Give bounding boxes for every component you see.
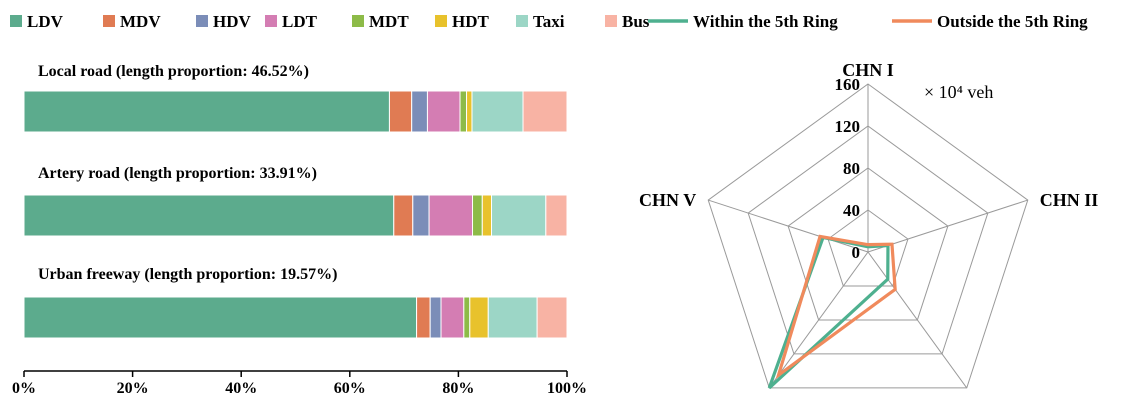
radar-axis-label-4: CHN V: [639, 190, 696, 210]
radar-spoke-1: [867, 199, 1028, 253]
radar-series-lines: [767, 234, 897, 390]
radar-axis-label-0: CHN I: [842, 60, 894, 80]
legend-label-bus: Bus: [622, 12, 650, 31]
radar-series-0: [767, 235, 890, 390]
radar-spoke-3: [768, 251, 869, 389]
bar-segment-2-hdt: [469, 296, 489, 339]
legend-label-taxi: Taxi: [533, 12, 565, 31]
radar-grid: [707, 83, 1029, 389]
bar-segment-0-hdt: [466, 90, 473, 133]
legend-swatch-mdv: [103, 15, 115, 27]
radar-grid-ring-1: [827, 209, 909, 287]
radar-unit-label: × 10⁴ veh: [924, 82, 993, 102]
bar-segment-1-ldv: [23, 194, 395, 237]
radar-series-1: [775, 234, 897, 380]
bar-x-axis: 0% 20% 40% 60% 80% 100%: [12, 370, 587, 397]
radar-r-tick-0: 0: [852, 243, 861, 262]
bar-segment-2-taxi: [487, 296, 538, 339]
bar-segment-1-hdt: [481, 194, 493, 237]
bar-segment-1-hdv: [412, 194, 430, 237]
bar-x-tick-label-2: 40%: [225, 380, 257, 397]
legend-swatch-mdt: [352, 15, 364, 27]
bar-segment-1-mdt: [472, 194, 483, 237]
radar-axis-label-1: CHN II: [1040, 190, 1099, 210]
bar-segment-0-hdv: [411, 90, 428, 133]
bar-segment-0-mdv: [388, 90, 413, 133]
legend-label-mdv: MDV: [120, 12, 161, 31]
radar-axis-label-2: CHN III: [971, 394, 1037, 398]
radar-legend-label-1: Outside the 5th Ring: [937, 12, 1088, 31]
legend-swatch-taxi: [516, 15, 528, 27]
bar-segment-0-ldt: [426, 90, 461, 133]
radar-spoke-4: [708, 199, 869, 253]
radar-radial-ticks: 0 40 80 120 160: [835, 75, 861, 262]
bar-x-tick-label-0: 0%: [12, 380, 36, 397]
legend-label-hdt: HDT: [452, 12, 490, 31]
bar-segment-1-mdv: [393, 194, 414, 237]
legend-swatch-ldt: [265, 15, 277, 27]
bar-segment-2-ldt: [440, 296, 465, 339]
radar-r-tick-1: 40: [843, 201, 860, 220]
bar-segment-0-bus: [522, 90, 568, 133]
radar-legend-label-0: Within the 5th Ring: [693, 12, 838, 31]
bar-segment-2-mdv: [416, 296, 431, 339]
radar-axis-labels: CHN I CHN II CHN III CHN IV CHN V: [639, 60, 1098, 398]
radar-grid-ring-3: [747, 125, 989, 355]
radar-legend: Within the 5th Ring Outside the 5th Ring: [648, 12, 1088, 31]
bar-title-2: Urban freeway (length proportion: 19.57%…: [38, 266, 337, 283]
radar-r-tick-3: 120: [835, 117, 861, 136]
legend-label-ldv: LDV: [27, 12, 64, 31]
legend-label-mdt: MDT: [369, 12, 409, 31]
bar-segment-2-bus: [536, 296, 568, 339]
radar-axis-label-3: CHN IV: [701, 394, 766, 398]
bar-category-titles: Local road (length proportion: 46.52%) Ar…: [38, 63, 337, 283]
bar-segment-2-mdt: [463, 296, 471, 339]
bar-legend: LDV MDV HDV LDT MDT HDT Taxi Bus: [10, 12, 650, 31]
bar-x-tick-label-3: 60%: [334, 380, 366, 397]
legend-swatch-hdt: [435, 15, 447, 27]
bar-segment-0-ldv: [23, 90, 390, 133]
legend-swatch-bus: [605, 15, 617, 27]
legend-label-hdv: HDV: [213, 12, 252, 31]
bar-title-0: Local road (length proportion: 46.52%): [38, 63, 309, 80]
bar-segment-2-hdv: [429, 296, 442, 339]
bar-x-tick-label-5: 100%: [547, 380, 587, 397]
stacked-bar-segments: [23, 90, 568, 339]
bar-x-ticks: 0% 20% 40% 60% 80% 100%: [12, 371, 587, 397]
radar-r-tick-2: 80: [843, 159, 860, 178]
bar-title-1: Artery road (length proportion: 33.91%): [38, 165, 317, 182]
radar-r-tick-4: 160: [835, 75, 861, 94]
bar-segment-1-bus: [545, 194, 568, 237]
radar-grid-ring-2: [787, 167, 949, 321]
bar-segment-0-taxi: [471, 90, 524, 133]
legend-label-ldt: LDT: [282, 12, 318, 31]
radar-spoke-2: [867, 251, 968, 389]
bar-segment-2-ldv: [23, 296, 418, 339]
bar-segment-1-taxi: [491, 194, 547, 237]
bar-x-tick-label-1: 20%: [117, 380, 149, 397]
bar-x-tick-label-4: 80%: [442, 380, 474, 397]
bar-segment-1-ldt: [428, 194, 474, 237]
bar-segment-0-mdt: [459, 90, 468, 133]
legend-swatch-hdv: [196, 15, 208, 27]
radar-grid-ring-4: [707, 83, 1029, 389]
legend-swatch-ldv: [10, 15, 22, 27]
